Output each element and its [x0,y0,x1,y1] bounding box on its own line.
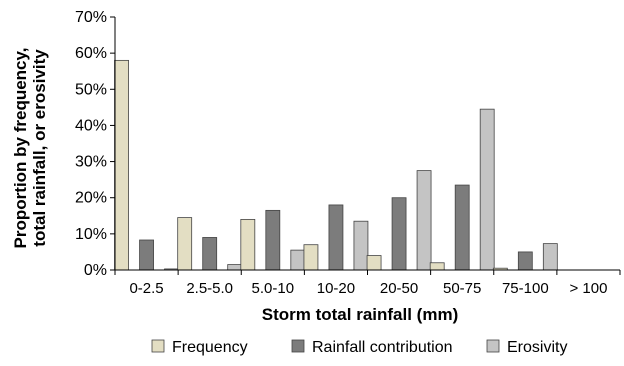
axes-layer [110,16,621,275]
y-tick-label: 10% [75,226,107,243]
legend-label-rainfall-contribution: Rainfall contribution [312,339,453,356]
legend-swatch-frequency [151,339,165,353]
x-tick-label: 75-100 [502,280,549,297]
bar-rainfall-contribution-3 [328,204,344,271]
bar-frequency-0 [114,59,129,271]
bar-erosivity-3 [353,220,369,271]
y-tick-label: 60% [75,45,107,62]
bar-frequency-4 [366,255,382,271]
bar-frequency-3 [303,244,319,271]
legend-label-erosivity: Erosivity [507,339,567,356]
bar-rainfall-contribution-4 [391,197,407,271]
y-tick-labels: 0% 10% 20% 30% 40% 50% 60% 70% [75,9,107,279]
bar-frequency-5 [429,262,445,271]
bar-erosivity-2 [290,249,306,271]
bar-erosivity-4 [416,170,432,271]
bar-erosivity-6 [542,243,558,271]
y-axis-title: Proportion by frequency, total rainfall,… [11,48,49,249]
bar-frequency-2 [240,218,256,271]
x-tick-label: 5.0-10 [252,280,295,297]
y-tick-label: 20% [75,190,107,207]
legend: Frequency Rainfall contribution Erosivity [151,339,567,356]
x-axis-title: Storm total rainfall (mm) [262,305,458,324]
y-tick-label: 30% [75,154,107,171]
legend-swatch-erosivity [486,339,500,353]
legend-swatch-rainfall-contribution [291,339,305,353]
y-tick-label: 70% [75,9,107,26]
y-tick-label: 0% [84,262,107,279]
x-tick-label: 10-20 [317,280,355,297]
bar-erosivity-1 [227,264,243,271]
legend-label-frequency: Frequency [172,339,248,356]
bars-layer [114,59,558,271]
bar-rainfall-contribution-0 [139,239,154,271]
x-tick-labels: 0-2.5 2.5-5.0 5.0-10 10-20 20-50 50-75 75-100 >… [129,280,607,297]
x-tick-label: 20-50 [380,280,418,297]
y-axis-title-line-1: Proportion by frequency, [11,48,30,249]
y-axis-title-line-2: total rainfall, or erosivity [30,49,49,247]
bar-rainfall-contribution-6 [517,251,533,271]
bar-rainfall-contribution-1 [202,237,218,271]
y-tick-label: 50% [75,81,107,98]
bar-erosivity-5 [479,108,495,271]
y-tick-label: 40% [75,117,107,134]
x-tick-label: 2.5-5.0 [186,280,233,297]
x-tick-label: 50-75 [443,280,481,297]
x-tick-label: > 100 [569,280,607,297]
bar-frequency-1 [177,217,193,271]
bar-rainfall-contribution-2 [265,209,281,271]
bar-rainfall-contribution-5 [454,184,470,271]
x-tick-label: 0-2.5 [129,280,163,297]
